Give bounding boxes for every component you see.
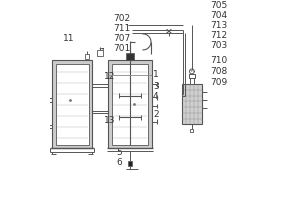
Text: 709: 709 (210, 78, 227, 87)
Text: 707: 707 (113, 34, 130, 43)
Text: 701: 701 (113, 44, 130, 53)
Text: 5: 5 (116, 148, 122, 157)
Text: 712: 712 (210, 31, 227, 40)
FancyBboxPatch shape (126, 53, 134, 60)
Text: 704: 704 (210, 11, 227, 20)
Text: 711: 711 (113, 24, 130, 33)
Text: 13: 13 (104, 116, 116, 125)
Text: 7: 7 (98, 48, 104, 57)
Text: 12: 12 (104, 72, 116, 81)
FancyBboxPatch shape (128, 161, 132, 166)
Text: 702: 702 (113, 14, 130, 23)
Text: 4: 4 (153, 92, 159, 101)
FancyBboxPatch shape (85, 54, 89, 59)
Text: 6: 6 (116, 158, 122, 167)
FancyBboxPatch shape (97, 50, 103, 56)
Text: 708: 708 (210, 67, 227, 76)
FancyBboxPatch shape (56, 64, 88, 145)
Text: 705: 705 (210, 1, 227, 10)
Text: 713: 713 (210, 21, 227, 30)
FancyBboxPatch shape (182, 84, 202, 124)
FancyBboxPatch shape (108, 60, 152, 148)
FancyBboxPatch shape (190, 129, 194, 132)
Text: 2: 2 (153, 110, 159, 119)
Text: 11: 11 (62, 34, 74, 43)
Text: 710: 710 (210, 56, 227, 65)
Text: 703: 703 (210, 41, 227, 50)
FancyBboxPatch shape (112, 64, 148, 145)
FancyBboxPatch shape (189, 74, 195, 78)
FancyBboxPatch shape (190, 78, 194, 84)
FancyBboxPatch shape (52, 60, 92, 148)
Text: 1: 1 (153, 70, 159, 79)
Text: 3: 3 (153, 82, 159, 91)
